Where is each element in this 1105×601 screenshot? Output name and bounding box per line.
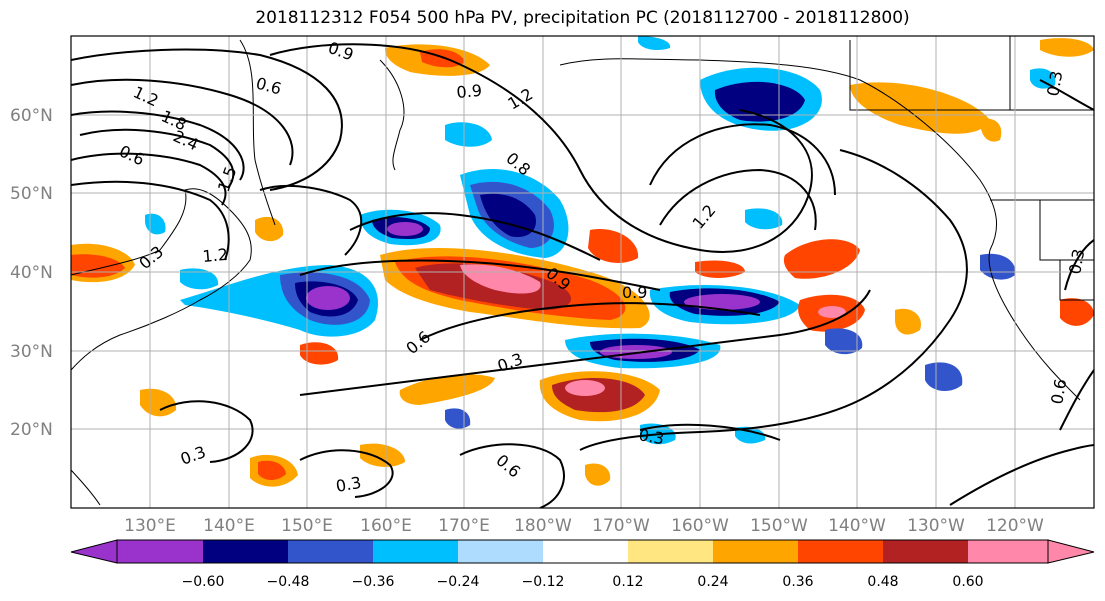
colorbar-segment [288, 540, 373, 563]
colorbar-segment [543, 540, 628, 563]
precip-positive-region [258, 460, 286, 480]
lat-label: 40°N [10, 263, 53, 283]
contour-label: 1.2 [202, 245, 229, 266]
colorbar-extend-max [1047, 539, 1095, 564]
precip-negative-region [1030, 68, 1056, 89]
contour-label: 0.6 [1047, 377, 1070, 405]
colorbar: −0.60 −0.48 −0.36 −0.24 −0.12 0.12 0.24 … [70, 539, 1095, 590]
lon-label: 150°E [281, 516, 333, 536]
colorbar-segment [373, 540, 458, 563]
precip-negative-region [445, 122, 492, 147]
map-title: 2018112312 F054 500 hPa PV, precipitatio… [255, 8, 910, 28]
longitude-labels: 130°E 140°E 150°E 160°E 170°E 180°W 170°… [124, 516, 1044, 536]
lon-label: 160°W [671, 516, 729, 536]
precip-negative-region [180, 268, 219, 290]
precip-positive-region [980, 118, 1002, 142]
colorbar-tick-label: 0.24 [697, 574, 728, 590]
colorbar-segment [798, 540, 883, 563]
colorbar-segment [968, 540, 1048, 563]
lon-label: 170°E [438, 516, 490, 536]
precip-positive-region [895, 308, 921, 335]
precip-positive-region [140, 388, 177, 417]
precip-negative-region [714, 81, 805, 122]
precip-positive-region [783, 239, 860, 279]
precip-negative-region [735, 426, 766, 444]
precip-negative-region [638, 36, 671, 50]
precip-positive-region [585, 463, 611, 486]
contour-label: 0.3 [334, 473, 362, 496]
precip-positive-region [255, 216, 284, 242]
precip-negative-region [925, 362, 963, 392]
contour-label: 0.3 [1065, 247, 1088, 275]
colorbar-segment [883, 540, 968, 563]
pv-contours [71, 43, 1094, 508]
map-frame [70, 35, 1095, 509]
precip-positive-region [1040, 38, 1094, 57]
lat-label: 50°N [10, 184, 53, 204]
precip-positive-region [300, 342, 339, 365]
lon-label: 170°W [592, 516, 650, 536]
precip-negative-region [480, 193, 536, 238]
lat-label: 60°N [10, 106, 53, 126]
precip-positive-region [695, 260, 745, 278]
colorbar-segment [117, 540, 203, 563]
lon-label: 150°W [750, 516, 808, 536]
precip-positive-region [850, 82, 990, 134]
lat-label: 20°N [10, 420, 53, 440]
colorbar-tick-label: 0.36 [782, 574, 813, 590]
contour-label: 0.9 [622, 283, 647, 302]
lon-label: 160°E [360, 516, 412, 536]
precipitation-shading [71, 36, 1094, 487]
precip-negative-region [745, 208, 783, 230]
colorbar-tick-label: −0.24 [437, 574, 480, 590]
graticule [71, 36, 1094, 508]
colorbar-segment [203, 540, 288, 563]
lon-label: 130°E [124, 516, 176, 536]
precip-negative-region [825, 328, 863, 355]
colorbar-segment [713, 540, 798, 563]
lon-label: 140°W [828, 516, 886, 536]
contour-label: 0.9 [456, 81, 483, 102]
colorbar-tick-label: −0.60 [182, 574, 225, 590]
colorbar-tick-label: 0.12 [612, 574, 643, 590]
contour-label: 0.3 [1043, 69, 1066, 97]
colorbar-extend-min [70, 539, 118, 564]
precip-positive-region [588, 229, 639, 263]
colorbar-tick-label: 0.48 [867, 574, 898, 590]
lon-label: 130°W [907, 516, 965, 536]
colorbar-tick-label: −0.48 [267, 574, 310, 590]
colorbar-tick-label: −0.36 [352, 574, 395, 590]
precip-positive-region [399, 374, 495, 405]
precip-positive-region [1060, 298, 1094, 326]
lat-label: 30°N [10, 342, 53, 362]
contour-label: 0.3 [637, 425, 665, 448]
latitude-labels: 60°N 50°N 40°N 30°N 20°N [10, 106, 53, 440]
lon-label: 140°E [203, 516, 255, 536]
colorbar-segment [628, 540, 713, 563]
colorbar-segment [458, 540, 543, 563]
lon-label: 180°W [514, 516, 572, 536]
precip-positive-region [360, 443, 405, 467]
lon-label: 120°W [986, 516, 1044, 536]
colorbar-tick-label: 0.60 [952, 574, 983, 590]
colorbar-tick-label: −0.12 [522, 574, 565, 590]
